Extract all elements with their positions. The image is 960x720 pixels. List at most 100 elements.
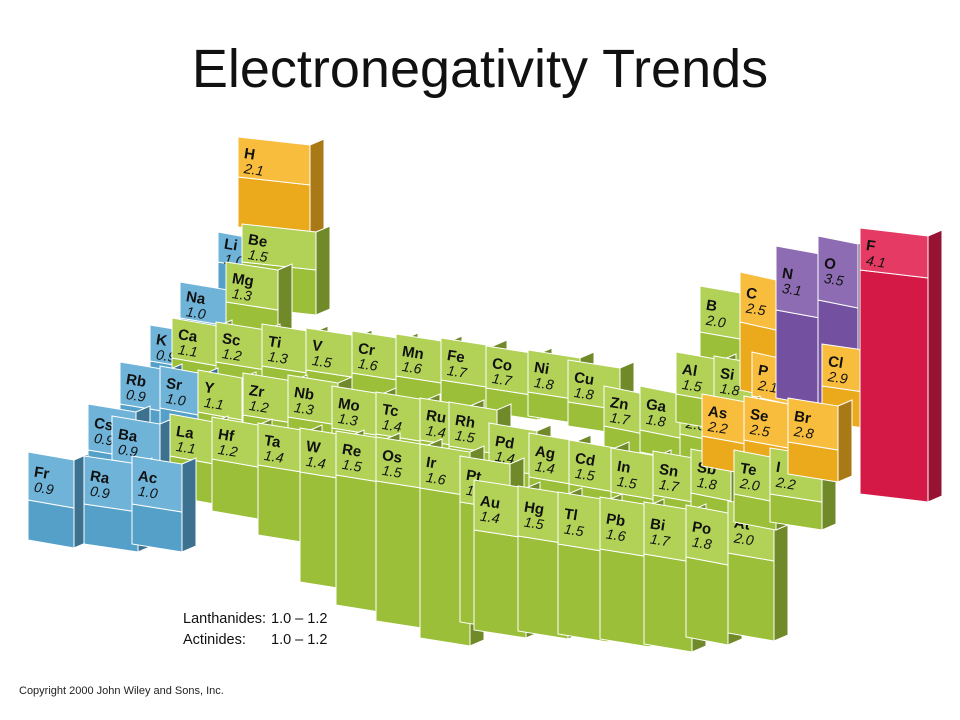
element-front-face (685, 556, 729, 646)
element-top-face (787, 397, 839, 451)
element-symbol: Cl (827, 353, 844, 372)
notes: Lanthanides: 1.0 – 1.2 Actinides: 1.0 – 1.… (183, 609, 327, 651)
element-symbol: Rb (125, 371, 147, 391)
element-symbol: Zn (609, 394, 630, 414)
element-electronegativity-value: 1.3 (231, 285, 253, 304)
element-symbol: I (775, 459, 782, 476)
element-electronegativity-value: 1.7 (491, 370, 514, 389)
element-symbol: Ra (89, 468, 111, 488)
element-symbol: Ir (425, 454, 438, 472)
element-symbol: Re (341, 441, 363, 461)
element-side-face (315, 225, 331, 316)
element-electronegativity-value: 1.8 (573, 384, 595, 403)
element-symbol: Cs (93, 415, 115, 435)
element-symbol: Cr (357, 340, 376, 359)
element-symbol: Po (691, 519, 713, 539)
actinides-value: 1.0 – 1.2 (271, 632, 328, 648)
element-symbol: Si (719, 365, 736, 384)
element-symbol: Ag (534, 443, 556, 463)
element-electronegativity-value: 1.0 (137, 483, 159, 502)
element-symbol: Br (793, 408, 812, 427)
element-electronegativity-value: 1.0 (185, 303, 207, 322)
element-symbol: K (155, 331, 169, 350)
element-electronegativity-value: 1.4 (425, 422, 447, 441)
element-symbol: Be (247, 231, 269, 251)
element-symbol: W (305, 438, 322, 457)
element-symbol: Fe (446, 347, 466, 367)
element-symbol: P (757, 362, 770, 380)
element-symbol: Sc (221, 330, 242, 350)
element-electronegativity-value: 0.9 (117, 441, 139, 460)
element-symbol: Zr (248, 382, 266, 401)
element-symbol: As (707, 403, 729, 423)
element-electronegativity-value: 2.1 (242, 160, 265, 179)
element-electronegativity-value: 1.3 (293, 399, 315, 418)
element-electronegativity-value: 1.2 (217, 441, 239, 460)
element-symbol: O (823, 255, 838, 274)
element-symbol: Hg (523, 499, 545, 519)
element-h: H2.1 (237, 136, 325, 236)
element-electronegativity-value: 2.5 (748, 421, 771, 440)
element-electronegativity-value: 1.4 (381, 416, 403, 435)
element-front-face (599, 548, 651, 648)
element-electronegativity-value: 1.5 (247, 246, 269, 265)
element-symbol: C (745, 285, 759, 304)
element-side-face (837, 399, 853, 483)
element-symbol: Cu (573, 369, 595, 389)
element-symbol: Ru (425, 407, 447, 427)
element-top-face (27, 451, 75, 509)
element-br: Br2.8 (787, 397, 853, 483)
element-electronegativity-value: 1.8 (696, 474, 718, 493)
element-front-face (727, 552, 775, 642)
element-symbol: Pd (494, 433, 516, 453)
element-front-face (211, 458, 259, 520)
element-top-face (241, 223, 317, 271)
element-electronegativity-value: 1.6 (357, 355, 379, 374)
element-symbol: Nb (293, 384, 315, 404)
element-symbol: Ac (137, 468, 159, 488)
element-top-face (225, 261, 279, 311)
element-electronegativity-value: 1.5 (563, 521, 585, 540)
element-electronegativity-value: 1.1 (177, 341, 199, 360)
element-electronegativity-value: 1.7 (658, 476, 681, 495)
element-electronegativity-value: 2.9 (826, 368, 849, 387)
element-symbol: Cd (574, 450, 596, 470)
element-electronegativity-value: 3.5 (823, 270, 845, 289)
element-symbol: Ta (263, 432, 282, 451)
element-symbol: Na (185, 288, 207, 308)
element-symbol: B (705, 297, 719, 316)
element-electronegativity-value: 2.0 (732, 529, 755, 548)
element-fr: Fr0.9 (27, 451, 89, 549)
element-symbol: Rh (454, 412, 476, 432)
element-electronegativity-value: 1.7 (609, 409, 632, 428)
element-electronegativity-value: 2.1 (756, 377, 779, 396)
element-top-face (859, 227, 929, 279)
element-electronegativity-value: 4.1 (865, 252, 887, 271)
element-electronegativity-value: 1.5 (574, 465, 596, 484)
actinides-note: Actinides: 1.0 – 1.2 (183, 630, 327, 651)
element-electronegativity-value: 1.3 (267, 348, 289, 367)
element-electronegativity-value: 1.8 (691, 534, 713, 553)
element-symbol: In (616, 458, 632, 477)
element-electronegativity-value: 1.8 (533, 374, 555, 393)
element-symbol: Al (681, 361, 698, 380)
element-electronegativity-value: 1.4 (534, 458, 556, 477)
element-symbol: Sn (658, 461, 680, 481)
element-electronegativity-value: 2.5 (744, 299, 767, 318)
element-symbol: Ca (177, 326, 199, 346)
element-symbol: Ni (533, 359, 550, 378)
element-electronegativity-value: 0.9 (125, 386, 147, 405)
element-electronegativity-value: 1.7 (446, 362, 469, 381)
element-f: F4.1 (859, 227, 943, 503)
element-electronegativity-value: 1.6 (605, 526, 627, 545)
element-electronegativity-value: 1.5 (311, 352, 333, 371)
element-symbol: Mo (337, 395, 361, 415)
element-symbol: Ga (645, 396, 668, 416)
element-symbol: H (243, 145, 256, 163)
element-top-face (197, 369, 243, 421)
element-electronegativity-value: 1.2 (248, 397, 270, 416)
element-electronegativity-value: 2.2 (706, 418, 729, 437)
element-symbol: Tl (563, 506, 579, 525)
element-electronegativity-value: 2.0 (738, 475, 761, 494)
element-symbol: Pb (605, 511, 627, 531)
